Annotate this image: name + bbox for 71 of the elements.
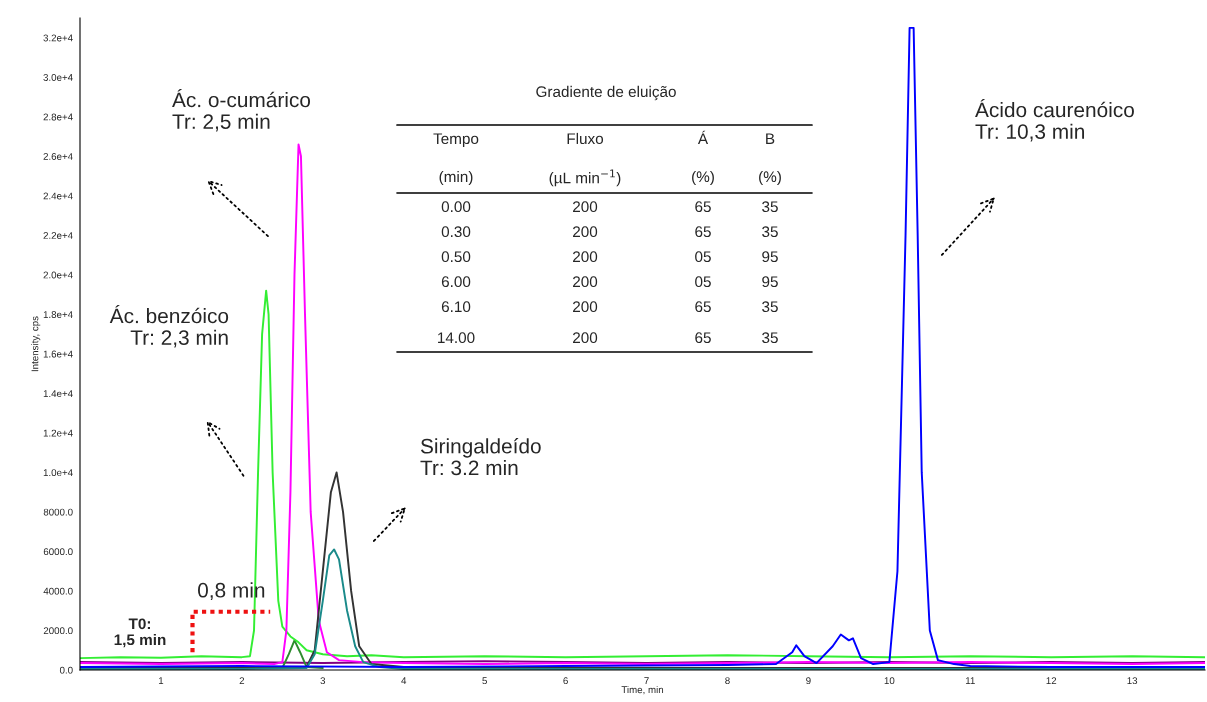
annotation: 200	[573, 201, 598, 213]
x-tick-label: 5	[482, 677, 487, 685]
annotation: 65	[695, 201, 711, 213]
annotation: Siringaldeído Tr: 3.2 min	[420, 438, 541, 476]
annotation: Gradiente de eluição	[536, 85, 676, 101]
annotation: 95	[762, 251, 778, 263]
x-tick-label: 13	[1127, 677, 1138, 685]
x-tick-label: 11	[965, 677, 975, 684]
y-tick-label: 2.6e+4	[43, 153, 73, 160]
y-tick-label: 6000.0	[43, 548, 73, 556]
annotation: Ácido caurenóico Tr: 10,3 min	[975, 99, 1134, 142]
annotation: Ác. o-cumárico Tr: 2,5 min	[172, 89, 311, 132]
y-tick-label: 1.8e+4	[43, 311, 73, 318]
x-tick-label: 10	[884, 677, 895, 685]
annotation: 0.00	[441, 201, 471, 213]
annotation: 35	[762, 301, 778, 313]
annotation: (%)	[759, 170, 781, 186]
y-tick-label: 1.6e+4	[43, 350, 73, 358]
annotation: 14.00	[438, 332, 475, 344]
annotation: 35	[762, 226, 778, 238]
annotation: 200	[573, 301, 598, 313]
y-tick-label: 2.8e+4	[43, 113, 73, 121]
annotation: (%)	[692, 170, 714, 186]
x-tick-label: 4	[401, 677, 407, 684]
x-tick-label: 3	[320, 677, 326, 685]
annotation: Ác. benzóico Tr: 2,3 min	[109, 305, 229, 348]
annotation: 0.50	[441, 251, 471, 263]
x-tick-label: 9	[806, 677, 811, 685]
y-axis-title: Intensity, cps	[31, 316, 41, 372]
annotation: 0.30	[441, 226, 471, 238]
y-tick-label: 1.2e+4	[43, 429, 73, 437]
annotation: Fluxo	[567, 132, 604, 145]
y-tick-label: 2000.0	[43, 627, 73, 635]
y-tick-label: 3.0e+4	[43, 74, 73, 81]
annotation: T0: 1,5 min	[114, 618, 166, 648]
annotation: 05	[695, 251, 711, 263]
y-tick-label: 4000.0	[43, 587, 73, 595]
x-tick-label: 2	[239, 677, 245, 684]
y-tick-label: 3.2e+4	[43, 34, 73, 42]
annotation: 6.00	[441, 276, 471, 288]
x-tick-label: 7	[644, 677, 649, 684]
annotation: 65	[695, 332, 711, 344]
annotation: 200	[573, 332, 598, 344]
annotation: (min)	[439, 170, 473, 186]
x-tick-label: 12	[1046, 677, 1057, 684]
annotation: 200	[573, 276, 598, 288]
annotation: 05	[695, 276, 711, 288]
annotation: Tempo	[433, 133, 479, 148]
x-tick-label: 6	[563, 677, 568, 685]
annotation: 200	[573, 226, 598, 238]
y-tick-label: 0.0	[59, 666, 73, 674]
x-axis-title: Time, min	[621, 686, 664, 695]
x-tick-label: 1	[158, 677, 164, 684]
y-tick-label: 1.4e+4	[43, 390, 73, 398]
annotation: 200	[573, 251, 598, 263]
y-tick-label: 2.4e+4	[43, 192, 73, 200]
y-tick-label: 1.0e+4	[43, 469, 73, 477]
y-tick-label: 2.2e+4	[43, 232, 73, 239]
y-tick-label: 8000.0	[43, 508, 73, 516]
annotation: 35	[762, 332, 778, 344]
annotation: B	[766, 133, 775, 144]
annotation: Á	[697, 130, 709, 144]
annotation: 6.10	[441, 301, 471, 313]
annotation: 35	[762, 201, 778, 213]
annotation: 65	[695, 226, 711, 238]
line-series	[80, 289, 1205, 660]
annotation: 65	[695, 301, 711, 313]
annotation: (µL min$^{−1}$)	[549, 169, 621, 187]
annotation: 95	[762, 276, 778, 288]
x-tick-label: 8	[725, 677, 730, 685]
y-tick-label: 2.0e+4	[43, 271, 73, 279]
